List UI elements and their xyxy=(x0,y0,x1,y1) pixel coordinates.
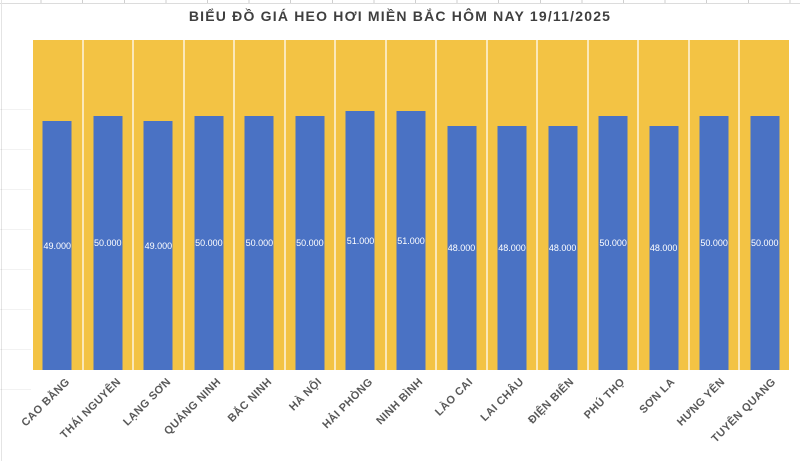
bar-value-label: 48.000 xyxy=(498,243,526,254)
plot-area: 49.000 50.000 49.000 50.000 50.000 50.000 51.0… xyxy=(33,40,789,370)
bar-value-label: 51.000 xyxy=(346,235,375,246)
x-axis-label: PHÚ THỌ xyxy=(581,376,628,422)
bar-value-label: 50.000 xyxy=(94,238,122,249)
plot-column: 50.000 xyxy=(235,40,286,370)
bar-value-label: 50.000 xyxy=(700,238,728,249)
bar: 50.000 xyxy=(598,116,628,370)
bar: 48.000 xyxy=(548,126,578,370)
plot-column: 50.000 xyxy=(588,40,640,370)
bar: 50.000 xyxy=(93,116,123,370)
plot-column: 51.000 xyxy=(386,40,438,370)
bar-value-label: 49.000 xyxy=(43,240,72,251)
bar: 50.000 xyxy=(244,116,274,370)
x-axis-label: HƯNG YÊN xyxy=(675,376,728,429)
bar-value-label: 50.000 xyxy=(245,238,274,249)
bar-value-label: 50.000 xyxy=(195,238,223,249)
plot-column: 50.000 xyxy=(285,40,337,370)
bar-value-label: 48.000 xyxy=(447,243,476,254)
bar: 51.000 xyxy=(396,111,426,370)
bar: 50.000 xyxy=(699,116,729,370)
x-axis-label: HẢI PHÒNG xyxy=(319,376,376,432)
x-axis-label: LAI CHÂU xyxy=(478,376,527,424)
x-axis-label: ĐIỆN BIÊN xyxy=(526,376,577,427)
plot-column: 48.000 xyxy=(437,40,488,370)
plot-column: 51.000 xyxy=(336,40,387,370)
x-axis-label: QUẢNG NINH xyxy=(162,376,224,438)
plot-column: 48.000 xyxy=(639,40,690,370)
x-axis-label: SƠN LA xyxy=(637,376,678,417)
plot-column: 50.000 xyxy=(83,40,135,370)
x-axis-label: NINH BÌNH xyxy=(374,376,426,428)
plot-column: 50.000 xyxy=(689,40,741,370)
plot-column: 50.000 xyxy=(740,40,789,370)
x-axis-label: TUYÊN QUANG xyxy=(709,376,779,446)
bar-value-label: 50.000 xyxy=(750,238,779,249)
bar: 49.000 xyxy=(42,121,72,370)
bar: 50.000 xyxy=(295,116,325,370)
x-axis-label: THÁI NGUYÊN xyxy=(57,376,124,442)
x-axis-label: LẠNG SƠN xyxy=(121,376,174,429)
x-axis-label: BẮC NINH xyxy=(225,376,275,425)
plot-column: 50.000 xyxy=(184,40,236,370)
bar-value-label: 50.000 xyxy=(599,238,627,249)
bar: 51.000 xyxy=(345,111,375,370)
plot-column: 48.000 xyxy=(487,40,539,370)
plot-column: 49.000 xyxy=(134,40,185,370)
spreadsheet-gridline-top xyxy=(0,0,800,4)
chart-title: BIỂU ĐỒ GIÁ HEO HƠI MIỀN BẮC HÔM NAY 19/… xyxy=(188,8,612,24)
bar-value-label: 49.000 xyxy=(144,240,173,251)
plot-column: 48.000 xyxy=(538,40,589,370)
bar-value-label: 51.000 xyxy=(397,235,425,246)
bar-value-label: 48.000 xyxy=(548,243,577,254)
spreadsheet-gridline-left xyxy=(1,0,2,461)
x-axis-label: LÀO CAI xyxy=(433,376,476,419)
bar-value-label: 50.000 xyxy=(296,238,324,249)
bar: 48.000 xyxy=(447,126,477,370)
bar: 48.000 xyxy=(649,126,679,370)
bar: 50.000 xyxy=(194,116,224,370)
bar-value-label: 48.000 xyxy=(649,243,678,254)
spreadsheet-row-lines xyxy=(0,70,31,392)
bar: 48.000 xyxy=(497,126,527,370)
plot-column: 49.000 xyxy=(33,40,84,370)
bar: 49.000 xyxy=(143,121,173,370)
x-axis-label: HÀ NỘI xyxy=(287,376,325,414)
bar: 50.000 xyxy=(750,116,780,370)
